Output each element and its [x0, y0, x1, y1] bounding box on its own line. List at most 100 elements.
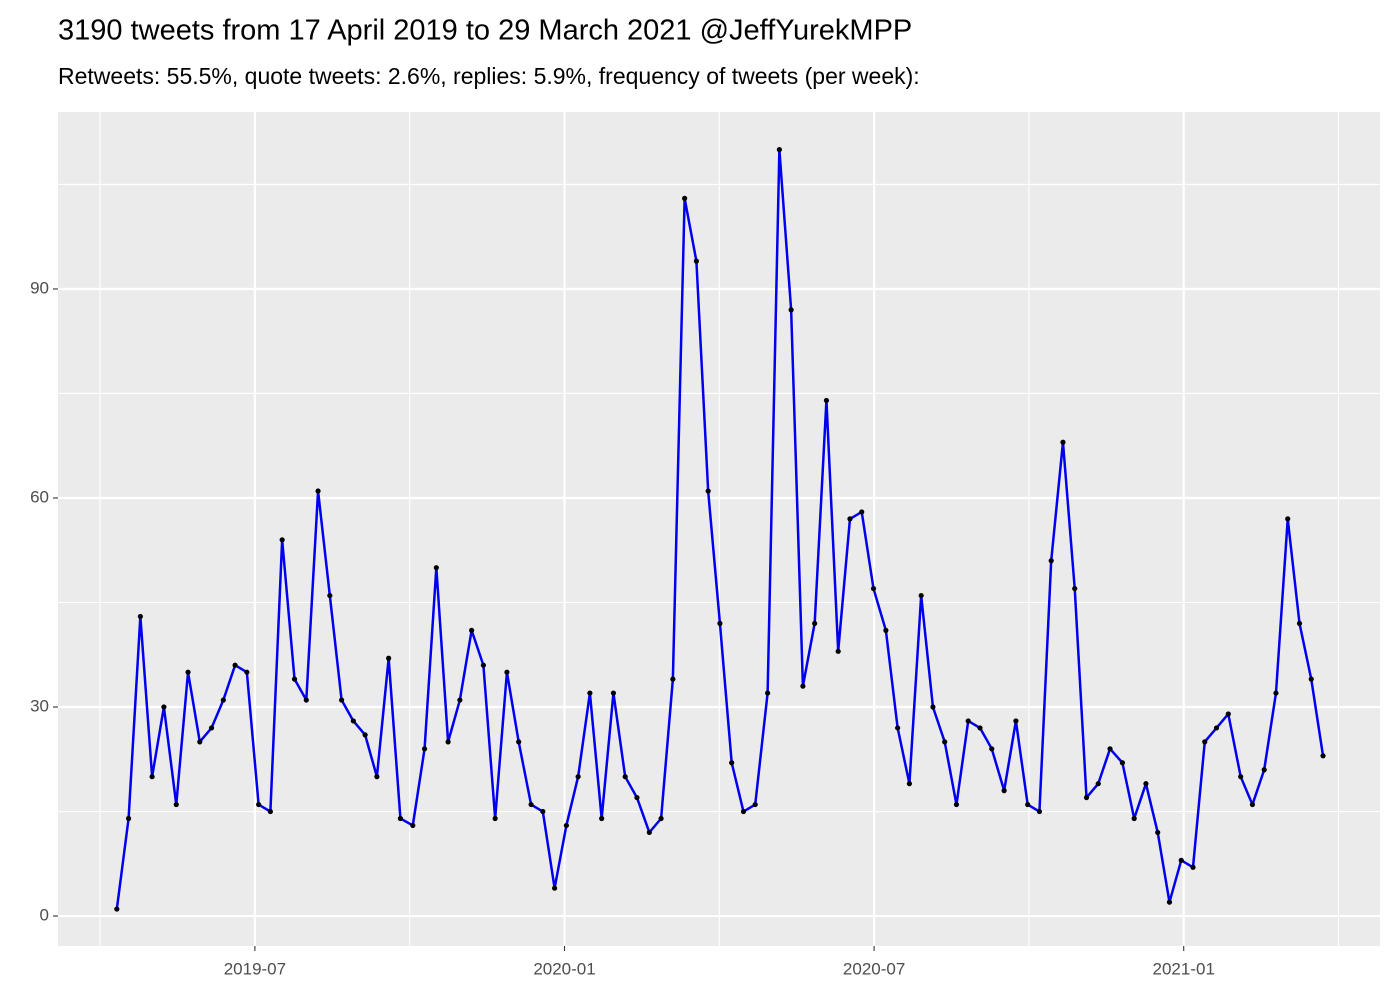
data-point [1119, 760, 1126, 766]
data-point [1249, 801, 1256, 808]
data-point [965, 718, 971, 724]
data-point [291, 676, 298, 682]
data-point [386, 655, 392, 661]
data-point [457, 697, 463, 703]
data-point [1048, 558, 1054, 564]
data-point [516, 739, 522, 745]
data-point [682, 195, 688, 201]
data-point [1296, 620, 1303, 627]
data-point [161, 704, 167, 710]
data-point [197, 739, 203, 745]
data-point [847, 516, 853, 522]
data-point [492, 815, 498, 822]
data-point [1060, 439, 1066, 445]
data-point [812, 620, 818, 627]
data-point [137, 613, 143, 620]
data-point [338, 697, 345, 703]
data-point [433, 565, 439, 571]
data-point [1072, 585, 1078, 592]
data-point [1013, 718, 1019, 724]
data-point [634, 794, 640, 801]
data-point [930, 704, 936, 710]
data-point [1213, 725, 1220, 731]
data-point [1143, 781, 1149, 787]
data-point [114, 906, 120, 912]
data-point [1166, 899, 1173, 905]
y-tick-label: 60 [30, 487, 49, 506]
data-point [575, 774, 581, 780]
x-tick-label: 2020-07 [843, 959, 905, 978]
chart-subtitle: Retweets: 55.5%, quote tweets: 2.6%, rep… [58, 63, 920, 89]
data-point [232, 662, 238, 668]
data-point [1190, 864, 1196, 870]
data-point [1225, 711, 1231, 717]
data-point [658, 815, 664, 822]
data-point [504, 669, 510, 675]
data-point [800, 683, 806, 689]
data-point [1095, 781, 1101, 787]
data-point [895, 725, 901, 731]
data-point [1001, 788, 1007, 794]
data-point [1025, 801, 1031, 808]
data-point [315, 488, 321, 494]
x-tick-label: 2021-01 [1153, 959, 1215, 978]
data-point [445, 739, 451, 745]
data-point [327, 592, 333, 599]
data-point [610, 690, 617, 696]
data-point [1238, 774, 1244, 780]
data-point [765, 690, 771, 696]
data-point [776, 147, 782, 153]
data-point [870, 585, 877, 592]
data-point [410, 822, 416, 829]
y-tick-label: 90 [30, 278, 49, 297]
data-point [1202, 739, 1208, 745]
data-point [622, 774, 628, 780]
data-point [977, 725, 983, 731]
data-point [173, 801, 179, 808]
data-point [918, 592, 924, 599]
data-point [244, 669, 250, 675]
data-point [717, 620, 723, 627]
data-point [942, 739, 948, 745]
data-point [1261, 767, 1267, 773]
data-point [421, 746, 428, 752]
data-point [279, 537, 285, 543]
data-point [374, 774, 380, 780]
data-point [149, 774, 155, 780]
data-point [1178, 857, 1184, 863]
x-tick-label: 2020-01 [533, 959, 595, 978]
data-point [1285, 516, 1291, 522]
data-point [267, 808, 273, 815]
data-point [362, 732, 368, 738]
chart-title: 3190 tweets from 17 April 2019 to 29 Mar… [58, 15, 912, 47]
data-point [1320, 753, 1326, 759]
data-point [208, 725, 215, 731]
y-tick-label: 0 [40, 906, 49, 925]
data-point [1107, 746, 1113, 752]
data-point [256, 801, 262, 808]
data-point [953, 801, 960, 808]
data-point [906, 781, 913, 787]
data-point [599, 815, 605, 822]
data-point [859, 509, 865, 515]
data-point [563, 822, 569, 829]
data-point [752, 801, 758, 808]
data-point [705, 488, 711, 494]
data-point [185, 669, 191, 675]
data-point [540, 808, 546, 815]
data-point [469, 627, 475, 633]
data-point [670, 676, 676, 682]
data-point [125, 815, 132, 822]
data-point [1273, 690, 1279, 696]
y-tick-label: 30 [30, 697, 49, 716]
data-point [788, 307, 794, 313]
data-point [552, 885, 558, 891]
data-point [729, 760, 735, 766]
data-point [303, 697, 309, 703]
data-point [1155, 829, 1161, 836]
data-point [1131, 815, 1137, 822]
data-point [587, 690, 593, 696]
data-point [693, 258, 699, 264]
data-point [1083, 794, 1090, 801]
data-point [883, 627, 889, 633]
